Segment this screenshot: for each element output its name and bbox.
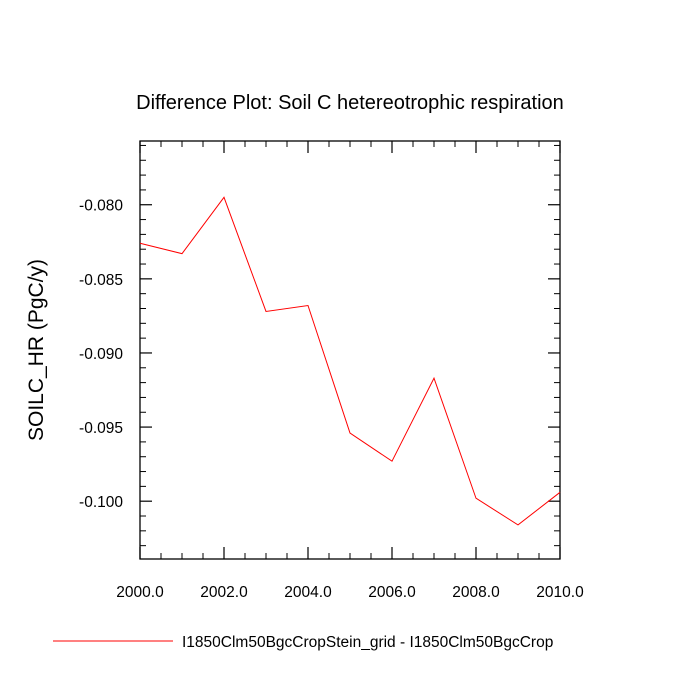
y-tick-label: -0.085 <box>79 272 123 289</box>
series-line-0 <box>139 196 561 526</box>
x-tick-label: 2002.0 <box>200 584 248 601</box>
y-axis-label: SOILC_HR (PgC/y) <box>25 259 48 441</box>
legend-label: I1850Clm50BgcCropStein_grid - I1850Clm50… <box>182 634 553 651</box>
x-tick-label: 2004.0 <box>284 584 332 601</box>
x-tick-label: 2006.0 <box>368 584 416 601</box>
x-tick-label: 2008.0 <box>452 584 500 601</box>
x-tick-label: 2000.0 <box>116 584 164 601</box>
x-tick-label: 2010.0 <box>536 584 584 601</box>
x-axis-ticks: 2000.0 2002.0 2004.0 2006.0 2008.0 2010.0 <box>116 141 584 601</box>
plot-frame <box>139 140 561 560</box>
chart-title: Difference Plot: Soil C hetereotrophic r… <box>136 92 564 114</box>
y-tick-label: -0.080 <box>79 198 123 215</box>
y-tick-label: -0.090 <box>79 346 123 363</box>
series-layer <box>139 196 561 526</box>
y-tick-label: -0.100 <box>79 494 123 511</box>
y-axis-ticks: -0.080 -0.085 -0.090 -0.095 -0.100 <box>79 144 560 547</box>
y-tick-label: -0.095 <box>79 420 123 437</box>
legend: I1850Clm50BgcCropStein_grid - I1850Clm50… <box>53 634 553 651</box>
